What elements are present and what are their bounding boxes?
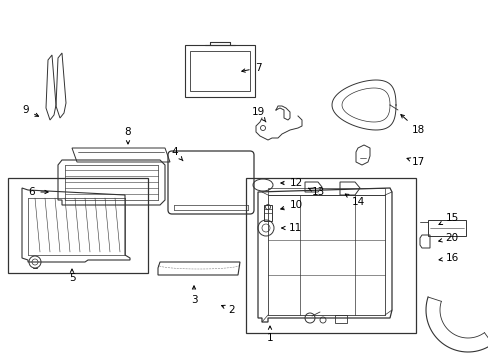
Text: 1: 1: [266, 326, 273, 343]
Text: 14: 14: [345, 194, 364, 207]
Bar: [427, 220, 465, 236]
Text: 11: 11: [281, 223, 301, 233]
Text: 13: 13: [308, 187, 324, 197]
Text: 2: 2: [221, 305, 235, 315]
Text: 19: 19: [251, 107, 265, 122]
Text: 5: 5: [68, 269, 75, 283]
Text: 8: 8: [124, 127, 131, 144]
Bar: [334, 315, 346, 323]
Text: 10: 10: [280, 200, 302, 210]
Bar: [264, 205, 271, 221]
Bar: [267, 188, 384, 195]
Text: 6: 6: [29, 187, 48, 197]
Text: 20: 20: [438, 233, 458, 243]
Text: 7: 7: [241, 63, 261, 73]
Text: 15: 15: [438, 213, 458, 225]
Bar: [245, 178, 415, 333]
Text: 18: 18: [400, 114, 424, 135]
Bar: [190, 51, 249, 91]
Text: 16: 16: [438, 253, 458, 263]
Text: 4: 4: [171, 147, 183, 161]
Text: 17: 17: [406, 157, 424, 167]
Bar: [184, 45, 254, 97]
Text: 12: 12: [280, 178, 302, 188]
Text: 3: 3: [190, 286, 197, 305]
Bar: [8, 178, 148, 273]
Text: 9: 9: [22, 105, 39, 116]
